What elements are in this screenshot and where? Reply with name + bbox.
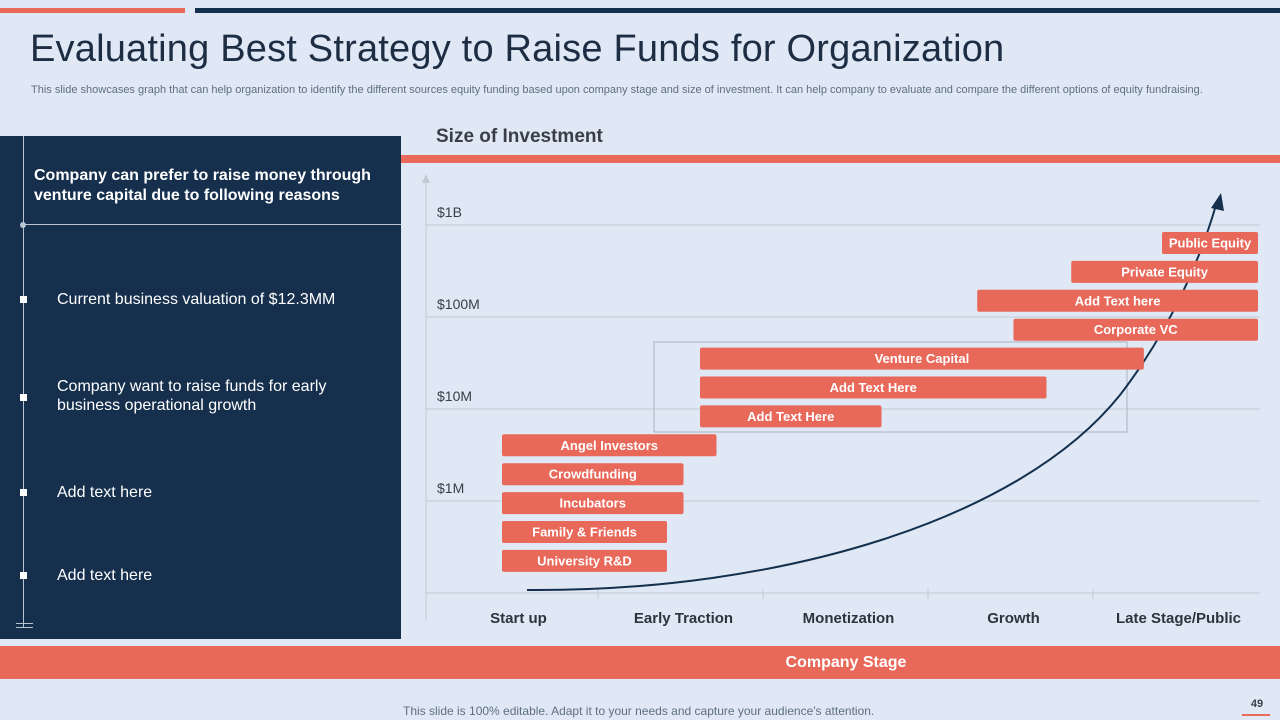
funding-bar <box>502 434 717 457</box>
slide-title: Evaluating Best Strategy to Raise Funds … <box>30 28 1005 70</box>
funding-bar-label: University R&D <box>537 553 632 568</box>
funding-bar <box>502 521 667 543</box>
y-axis-arrow <box>422 174 430 183</box>
y-level-label: $1B <box>437 204 462 220</box>
top-accent-red <box>0 8 185 13</box>
funding-bar <box>502 492 684 515</box>
y-level-label: $1M <box>437 480 464 496</box>
funding-bar <box>1013 318 1258 341</box>
panel-heading: Company can prefer to raise money throug… <box>34 167 371 204</box>
timeline-end <box>16 623 33 624</box>
reason-item: Add text here <box>57 484 153 501</box>
funding-bar-label: Add Text Here <box>830 380 917 395</box>
chart-title-underline <box>401 155 1280 163</box>
funding-bar <box>1162 232 1258 254</box>
growth-curve-arrowhead <box>1211 193 1224 211</box>
bullet-marker <box>20 394 27 401</box>
y-level-label: $10M <box>437 388 472 404</box>
bullet-marker <box>20 572 27 579</box>
funding-bar-label: Public Equity <box>1169 236 1252 251</box>
stage-label: Early Traction <box>634 610 733 627</box>
page-number-underline <box>1242 714 1270 716</box>
funding-bar-label: Add Text here <box>1075 293 1161 308</box>
funding-bar-label: Family & Friends <box>532 525 637 540</box>
timeline-line <box>23 136 24 628</box>
funding-bar-label: Corporate VC <box>1094 322 1178 337</box>
footer-note: This slide is 100% editable. Adapt it to… <box>403 704 875 718</box>
chart-title: Size of Investment <box>436 126 603 147</box>
y-level-label: $100M <box>437 296 480 312</box>
funding-bar <box>502 463 684 486</box>
reasons-panel: Company can prefer to raise money throug… <box>0 136 401 639</box>
heading-divider <box>23 224 401 225</box>
funding-bar-label: Angel Investors <box>560 438 658 453</box>
funding-bar <box>1071 260 1258 283</box>
funding-bar-label: Private Equity <box>1121 264 1208 279</box>
funding-bar-label: Venture Capital <box>875 351 970 366</box>
stage-label: Late Stage/Public <box>1116 610 1241 627</box>
funding-bar-label: Crowdfunding <box>549 467 637 482</box>
top-accent-navy <box>195 8 1280 13</box>
funding-bar-label: Incubators <box>560 496 626 511</box>
stage-label: Monetization <box>803 610 895 627</box>
x-axis-label: Company Stage <box>785 653 907 671</box>
stage-label: Growth <box>987 610 1040 627</box>
reason-item: Company want to raise funds for early bu… <box>57 378 327 414</box>
reason-item: Current business valuation of $12.3MM <box>57 291 336 308</box>
divider-dot <box>20 222 26 228</box>
funding-bar <box>700 347 1144 370</box>
slide-subtitle: This slide showcases graph that can help… <box>31 84 1203 96</box>
funding-bar <box>700 405 882 428</box>
stage-label: Start up <box>490 610 547 627</box>
funding-bar <box>977 289 1258 312</box>
bullet-marker <box>20 296 27 303</box>
growth-curve <box>526 204 1217 592</box>
reason-item: Add text here <box>57 567 153 584</box>
funding-bar <box>502 549 667 572</box>
funding-bar <box>700 376 1047 399</box>
funding-bar-label: Add Text Here <box>747 409 834 424</box>
bullet-marker <box>20 489 27 496</box>
company-stage-bar: Company Stage <box>0 646 1280 679</box>
timeline-end <box>16 627 33 628</box>
page-number: 49 <box>1250 698 1264 710</box>
